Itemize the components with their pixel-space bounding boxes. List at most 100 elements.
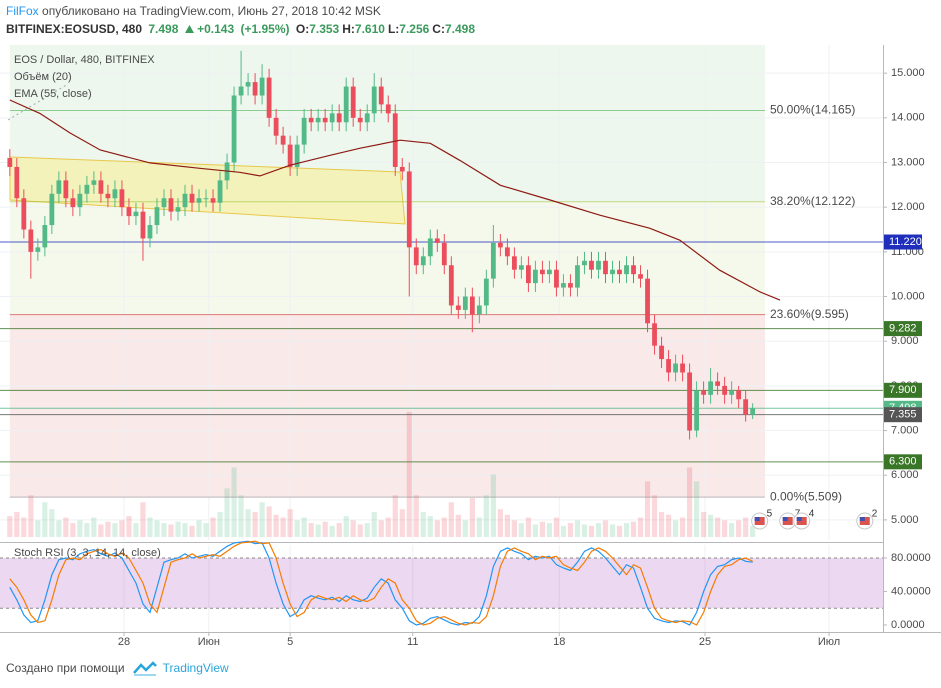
volume-bar: [644, 481, 651, 537]
candle-body: [497, 242, 503, 248]
channel: [9, 156, 406, 225]
candle-body: [596, 260, 601, 270]
volume-bar: [567, 523, 574, 537]
candle-body: [364, 113, 370, 123]
candle-body: [301, 117, 307, 145]
brand[interactable]: TradingView: [162, 661, 229, 675]
candle-body: [448, 265, 454, 306]
candle-body: [217, 180, 223, 203]
candle-body: [56, 180, 62, 194]
candle-body: [511, 256, 517, 270]
event-count: 4: [809, 509, 815, 520]
level-label: 7.900: [889, 384, 917, 396]
volume-bar: [750, 525, 756, 537]
candle-body: [518, 265, 524, 270]
candle-body: [371, 86, 377, 114]
volume-bar: [546, 523, 553, 537]
volume-bar: [504, 514, 510, 537]
ohlc-value: 7.498: [444, 22, 475, 36]
volume-bar: [133, 523, 139, 537]
level-label: 6.300: [889, 456, 917, 468]
stoch-band: [0, 557, 883, 609]
candle-body: [631, 265, 636, 275]
level-tag: [884, 454, 922, 470]
flag-part: [859, 517, 865, 521]
volume-bar: [602, 520, 609, 537]
volume-bar: [49, 509, 55, 537]
y-tick-label: 0.0000: [891, 619, 925, 631]
x-tick-label: 28: [118, 636, 130, 648]
volume-bar: [21, 517, 27, 537]
candle-body: [7, 158, 13, 167]
candle-body: [547, 269, 552, 275]
y-tick-label: 80.0000: [891, 552, 931, 564]
pane-title: EOS / Dollar, 480, BITFINEX: [14, 54, 155, 66]
change-pct: (+1.95%): [240, 22, 290, 36]
candle-body: [161, 198, 167, 208]
candle-body: [98, 180, 104, 194]
candle-body: [673, 363, 678, 373]
author[interactable]: FilFox: [6, 4, 39, 18]
candle-body: [189, 193, 195, 203]
volume-bar: [217, 511, 223, 537]
volume-bar: [420, 511, 426, 537]
volume-bar: [364, 523, 370, 537]
volume-bar: [77, 520, 83, 537]
candle-body: [554, 269, 559, 288]
candle-body: [462, 296, 468, 310]
candle-body: [385, 104, 391, 114]
ohlc-label: O:: [295, 22, 310, 36]
candle-body: [252, 82, 258, 96]
volume-bar: [245, 509, 251, 537]
y-tick-label: 13.000: [891, 156, 925, 168]
flag-part: [754, 517, 760, 521]
candle-body: [28, 229, 34, 252]
volume-bar: [336, 523, 342, 537]
volume-bar: [448, 502, 454, 537]
candle-body: [540, 269, 545, 275]
y-tick-label: 12.000: [891, 201, 925, 213]
candle-body: [694, 390, 699, 431]
event-flag[interactable]: 2: [856, 509, 878, 530]
candle-body: [329, 113, 335, 123]
volume-bar: [497, 509, 503, 537]
volume-bar: [273, 514, 279, 537]
volume-bar: [722, 520, 728, 537]
candle-body: [483, 278, 489, 306]
volume-bar: [56, 520, 62, 537]
candle-body: [722, 385, 728, 395]
event-flag[interactable]: 4: [793, 509, 815, 530]
event-flag[interactable]: 5: [751, 509, 773, 530]
volume-bar: [231, 467, 237, 537]
fib-label: 0.00%(5.509): [770, 489, 842, 503]
candle-body: [203, 198, 209, 200]
volume-bar: [84, 523, 90, 537]
candle-body: [469, 296, 475, 315]
volume-bar: [224, 488, 230, 537]
volume-bar: [511, 520, 517, 537]
fib-zone: [9, 314, 766, 498]
volume-bar: [210, 517, 216, 537]
volume-bar: [385, 517, 391, 537]
volume-bar: [238, 495, 244, 537]
volume-bar: [35, 520, 41, 537]
candle-body: [427, 238, 433, 257]
volume-bar: [462, 520, 468, 537]
volume-bar: [665, 514, 672, 537]
volume-bar: [7, 516, 13, 537]
y-tick-label: 10.000: [891, 290, 925, 302]
x-tick-label: 18: [553, 636, 565, 648]
candle-body: [624, 265, 629, 275]
candle-body: [533, 269, 538, 284]
y-tick-label: 15.000: [891, 67, 925, 79]
candle-body: [112, 189, 118, 199]
symbol-line: BITFINEX:EOSUSD, 480 7.498 +0.143 (+1.95…: [6, 22, 481, 36]
candle-body: [715, 381, 721, 386]
candle-body: [589, 260, 594, 270]
volume-bar: [42, 502, 48, 537]
volume-bar: [371, 511, 377, 537]
volume-bar: [483, 495, 489, 537]
volume-bar: [539, 521, 546, 537]
volume-bar: [455, 514, 461, 537]
